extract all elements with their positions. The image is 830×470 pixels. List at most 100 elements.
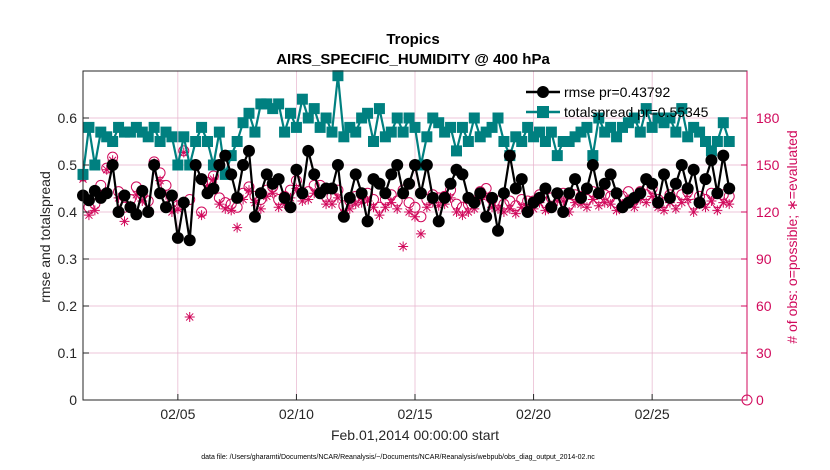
y-right-tick-label: 30 — [756, 345, 772, 361]
legend: rmse pr=0.43792 totalspread pr=0.55345 — [526, 84, 709, 120]
totalspread-point — [664, 112, 676, 124]
totalspread-point — [249, 126, 261, 138]
totalspread-point — [243, 107, 255, 119]
totalspread-point — [688, 121, 700, 133]
y-right-tick-label: 60 — [756, 298, 772, 314]
rmse-point — [207, 182, 220, 195]
rmse-point — [545, 201, 558, 214]
y-tick-label: 0.3 — [58, 251, 78, 267]
totalspread-point — [95, 126, 107, 138]
rmse-point — [260, 168, 273, 181]
obs-evaluated-point — [279, 199, 290, 210]
obs-evaluated-point — [605, 199, 616, 210]
rmse-point — [503, 149, 516, 162]
obs-evaluated-point — [101, 164, 112, 175]
obs-evaluated-point — [184, 311, 195, 322]
obs-evaluated-point — [255, 203, 266, 214]
rmse-point — [349, 168, 362, 181]
totalspread-point — [101, 131, 113, 143]
obs-evaluated-point — [226, 205, 237, 216]
obs-evaluated-point — [516, 202, 527, 213]
x-tick-label: 02/15 — [397, 406, 432, 422]
totalspread-point — [640, 103, 652, 115]
totalspread-point — [302, 112, 314, 124]
totalspread-point — [622, 117, 634, 129]
rmse-point — [272, 173, 285, 186]
obs-evaluated-point — [238, 194, 249, 205]
legend-rmse-marker — [537, 86, 549, 98]
totalspread-point — [237, 117, 249, 129]
rmse-point — [355, 187, 368, 200]
obs-evaluated-point — [676, 197, 687, 208]
totalspread-point — [539, 136, 551, 147]
totalspread-point — [628, 112, 640, 124]
rmse-point — [432, 215, 445, 228]
totalspread-point — [658, 117, 670, 129]
totalspread-point — [391, 112, 403, 124]
rmse-point — [160, 201, 172, 214]
totalspread-point — [427, 112, 439, 124]
obs-evaluated-point — [410, 211, 420, 222]
rmse-point — [663, 191, 676, 204]
x-axis-label: Feb.01,2014 00:00:00 start — [331, 427, 499, 443]
totalspread-point — [545, 126, 557, 138]
obs-evaluated-point — [344, 203, 355, 214]
totalspread-point — [456, 121, 468, 133]
rmse-point — [254, 187, 267, 200]
rmse-point — [237, 159, 250, 171]
obs-evaluated-point — [267, 188, 278, 199]
rmse-point — [717, 149, 730, 162]
totalspread-point — [326, 126, 338, 138]
obs-evaluated-point — [404, 207, 415, 217]
obs-evaluated-point — [244, 185, 254, 196]
rmse-point — [474, 187, 487, 200]
obs-evaluated-point — [498, 207, 509, 217]
totalspread-point — [338, 131, 350, 143]
totalspread-point — [587, 150, 599, 162]
y-tick-label: 0 — [69, 392, 77, 408]
totalspread-point — [480, 126, 492, 138]
totalspread-point — [356, 112, 368, 124]
rmse-point — [580, 182, 593, 195]
rmse-point — [118, 189, 131, 202]
totalspread-point — [130, 121, 142, 133]
obs-evaluated-point — [493, 203, 503, 214]
rmse-point — [165, 189, 178, 202]
totalspread-point — [581, 121, 593, 133]
obs-evaluated-point — [421, 202, 432, 213]
totalspread-point — [255, 98, 267, 110]
obs-evaluated-point — [510, 208, 521, 219]
totalspread-point — [575, 126, 587, 138]
totalspread-point — [551, 150, 563, 162]
rmse-point — [343, 191, 356, 204]
y-right-tick-label: 120 — [756, 204, 780, 220]
y-tick-label: 0.2 — [58, 298, 78, 314]
rmse-point — [171, 231, 184, 244]
rmse-point — [308, 168, 321, 181]
legend-spread-label: totalspread pr=0.55345 — [564, 104, 709, 120]
obs-evaluated-point — [570, 197, 581, 208]
totalspread-point — [124, 126, 136, 138]
totalspread-point — [385, 126, 397, 138]
obs-evaluated-point — [273, 202, 284, 213]
obs-evaluated-point — [166, 207, 177, 217]
rmse-point — [569, 173, 582, 186]
rmse-point — [658, 168, 670, 181]
totalspread-point — [178, 131, 190, 143]
totalspread-point — [190, 136, 202, 147]
totalspread-point — [462, 136, 474, 147]
totalspread-point — [350, 126, 362, 138]
y-right-tick-label: 150 — [756, 157, 780, 173]
rmse-point — [213, 159, 226, 171]
obs-evaluated-point — [469, 203, 480, 214]
totalspread-point — [498, 136, 510, 147]
y-tick-label: 0.4 — [58, 204, 78, 220]
totalspread-point — [320, 112, 332, 124]
obs-evaluated-point — [350, 199, 361, 210]
rmse-point — [106, 159, 119, 171]
rmse-point — [699, 173, 712, 186]
rmse-point — [646, 177, 659, 190]
obs-evaluated-point — [587, 194, 598, 205]
totalspread-point — [290, 121, 302, 133]
obs-evaluated-point — [303, 194, 314, 205]
